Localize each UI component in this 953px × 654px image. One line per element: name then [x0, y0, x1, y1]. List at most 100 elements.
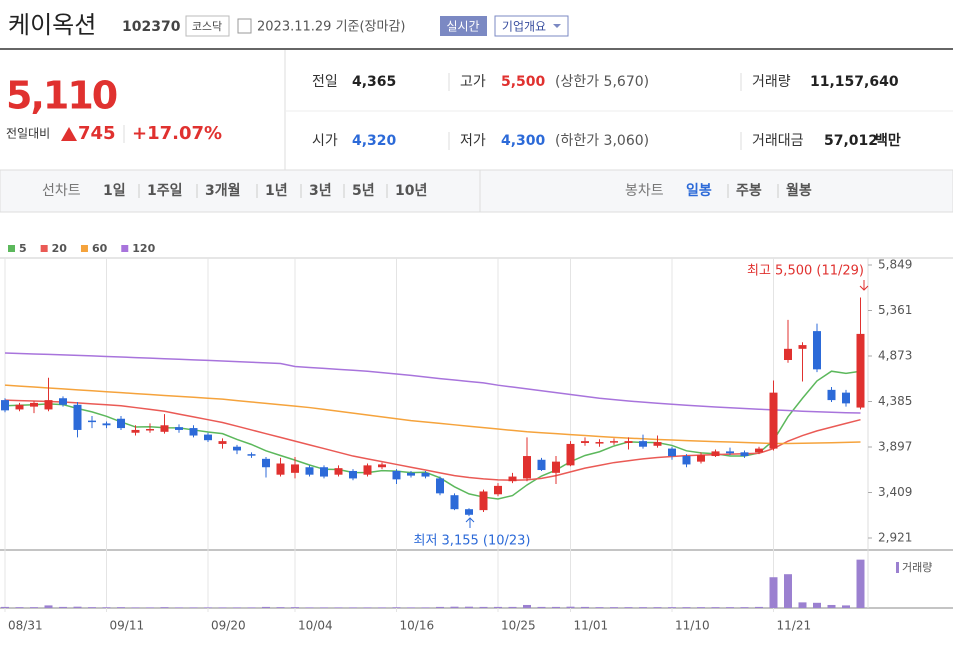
volume-bar [436, 606, 444, 608]
x-tick-label: 10/16 [400, 619, 435, 633]
volume-bar [334, 607, 343, 608]
moving-average-line [4, 352, 861, 414]
candle-body [276, 463, 285, 475]
y-tick-label: 5,849 [878, 258, 912, 272]
candle-body [639, 441, 647, 447]
volume-bar [581, 606, 589, 608]
stat-value: 57,012 [824, 133, 878, 149]
candle-body [378, 464, 386, 468]
volume-bar [175, 607, 183, 608]
candle-body [711, 451, 720, 457]
y-tick-label: 5,361 [878, 303, 912, 317]
candle-body [436, 478, 444, 494]
candle-body [59, 398, 67, 405]
realtime-text[interactable]: 실시간 [446, 20, 479, 34]
volume-bar [102, 607, 111, 608]
candle-body [392, 470, 401, 480]
volume-bar [59, 606, 67, 608]
stat-value: 4,365 [352, 74, 396, 90]
volume-bar [668, 607, 676, 608]
volume-bar [117, 607, 125, 608]
candle-body [305, 467, 314, 475]
legend-label: 5 [19, 242, 27, 255]
tab[interactable]: 5년 [352, 183, 375, 199]
tab[interactable]: 1주일 [147, 183, 183, 199]
volume-bar [450, 606, 459, 608]
stat-label: 거래량 [752, 74, 791, 90]
candle-body [581, 441, 589, 443]
candle-body [291, 464, 299, 473]
candle-body [566, 443, 575, 466]
volume-bar [798, 602, 807, 608]
volume-bar [653, 607, 662, 608]
annotation-high: 최고 5,500 (11/29) [747, 264, 864, 279]
tab[interactable]: 일봉 [686, 183, 712, 199]
tab-label: 선차트 [42, 183, 81, 199]
candle-body [537, 459, 546, 471]
candle-body [697, 455, 705, 462]
legend-swatch [40, 245, 48, 252]
y-tick-label: 2,921 [878, 531, 912, 545]
stat-label: 시가 [312, 133, 338, 149]
tab[interactable]: 1년 [265, 183, 288, 199]
candle-body [102, 423, 111, 426]
moving-average-line [4, 370, 861, 500]
candle-body [740, 452, 749, 457]
candle-body [131, 429, 140, 433]
stat-value: 5,500 [501, 74, 546, 90]
volume-bar [552, 606, 560, 608]
tab[interactable]: 1일 [103, 183, 126, 199]
candle-body [784, 348, 792, 361]
volume-bar [378, 607, 386, 608]
volume-bar [856, 559, 865, 608]
volume-bar [769, 577, 778, 608]
candle-body [827, 389, 836, 401]
volume-bar [479, 606, 488, 608]
volume-bar [1, 606, 9, 608]
candle-body [508, 476, 517, 482]
volume-bar [15, 607, 24, 608]
volume-bar [233, 607, 241, 608]
header-border [0, 48, 953, 50]
market-text: 코스닥 [192, 20, 222, 33]
candle-body [421, 472, 430, 477]
candle-body [842, 392, 850, 404]
tab[interactable]: 10년 [395, 183, 427, 199]
volume-bar [421, 607, 430, 608]
volume-bar [755, 606, 763, 608]
market-badge [185, 15, 230, 37]
tab[interactable]: 월봉 [786, 182, 812, 199]
candle-body [363, 465, 372, 475]
volume-bar [610, 607, 618, 608]
tab[interactable]: 3개월 [205, 182, 241, 199]
candle-body [769, 392, 778, 449]
candle-body [726, 451, 734, 454]
legend-swatch [8, 245, 15, 252]
stat-value: 4,320 [352, 133, 397, 149]
candle-body [15, 404, 24, 410]
tab[interactable]: 주봉 [736, 183, 762, 199]
legend-label: 20 [52, 242, 68, 255]
volume-legend-swatch [896, 562, 899, 573]
volume-bar [131, 607, 140, 608]
volume-bar [407, 607, 415, 608]
tab[interactable]: 3년 [309, 183, 332, 199]
candle-body [218, 441, 227, 444]
volume-bar [595, 607, 604, 608]
candle-body [1, 400, 9, 411]
volume-bar [639, 607, 647, 608]
candle-body [349, 470, 357, 479]
volume-bar [624, 607, 633, 608]
volume-bar [726, 607, 734, 608]
realtime-button[interactable] [440, 16, 487, 36]
candle-body [73, 404, 82, 430]
volume-bar [160, 607, 169, 608]
candle-body [160, 425, 169, 432]
x-tick-label: 10/25 [501, 619, 536, 633]
legend-label: 120 [132, 242, 155, 255]
company-text[interactable]: 기업개요 [502, 20, 546, 34]
price: 5,110 [6, 74, 117, 118]
company-button[interactable] [494, 15, 569, 37]
candle-body [813, 331, 821, 370]
volume-bar [44, 605, 53, 608]
